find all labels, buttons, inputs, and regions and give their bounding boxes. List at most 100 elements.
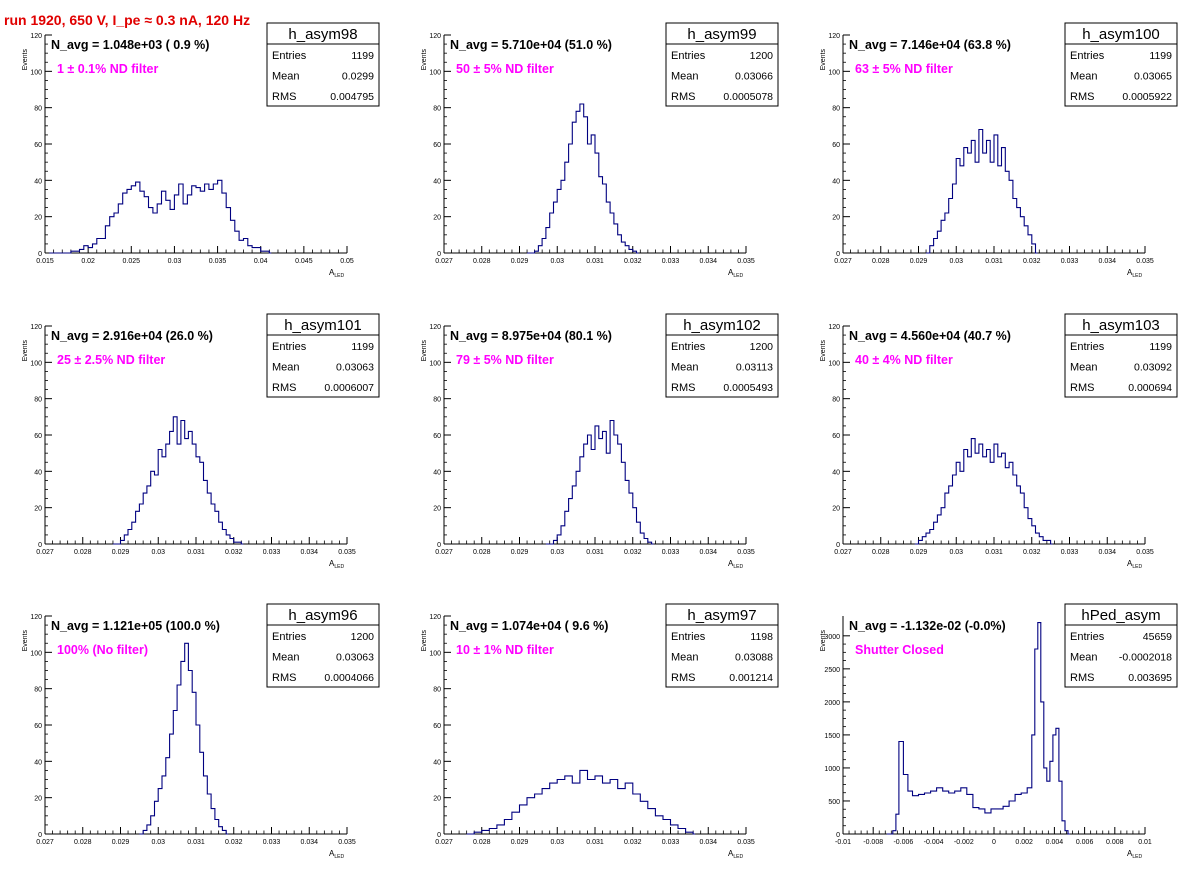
x-tick-label: 0.031 [187,839,205,846]
x-tick-label: 0.033 [662,839,680,846]
y-tick-label: 20 [433,215,441,222]
x-tick-label: 0.029 [112,549,130,556]
histogram-series-line [49,179,272,254]
y-tick-label: 40 [433,759,441,766]
y-axis-label: Events [421,340,428,362]
y-tick-label: 120 [828,33,840,40]
stats-entries-value: 1199 [1149,50,1172,62]
histogram-series-line [112,416,244,545]
x-tick-label: -0.01 [835,839,851,846]
y-tick-label: 100 [828,69,840,76]
filter-label: 100% (No filter) [57,643,148,657]
y-tick-label: 120 [828,324,840,331]
x-tick-label: 0.033 [263,549,281,556]
y-tick-label: 100 [828,360,840,367]
y-tick-label: 120 [30,33,42,40]
histogram-name: h_asym100 [1082,26,1160,43]
stats-label: Mean [272,652,300,664]
x-tick-label: 0.028 [872,258,890,265]
y-tick-label: 100 [30,650,42,657]
y-tick-label: 3000 [824,634,840,641]
stats-label: RMS [272,91,296,103]
x-tick-label: -0.004 [924,839,944,846]
stats-label: RMS [1070,672,1094,684]
stats-label: Mean [671,362,699,374]
y-tick-label: 60 [832,142,840,149]
x-tick-label: 0.031 [985,549,1003,556]
x-tick-label: 0.032 [225,549,243,556]
x-tick-label: 0.034 [699,549,717,556]
x-tick-label: 0.03 [949,549,963,556]
x-tick-label: 0.034 [699,258,717,265]
y-tick-label: 120 [30,324,42,331]
histogram-name: h_asym97 [687,607,756,624]
histogram-panel: 0 20 40 60 80 100 120 0.027 0.028 0.029 0.03 0.031 0… [421,313,779,570]
stats-entries-value: 1199 [351,50,374,62]
x-axis-label-sub: LED [733,273,743,279]
y-tick-label: 0 [437,542,441,549]
x-tick-label: 0.004 [1046,839,1064,846]
stats-mean-value: -0.0002018 [1119,652,1172,664]
y-axis-label: Events [22,49,29,71]
filter-label: Shutter Closed [855,643,944,657]
stats-mean-value: 0.03063 [336,362,374,374]
x-tick-label: 0.027 [435,549,453,556]
y-axis-label: Events [421,49,428,71]
y-axis-label: Events [820,49,827,71]
filter-label: 40 ± 4% ND filter [855,353,953,367]
histogram-series-line [886,622,1070,835]
x-tick-label: -0.006 [893,839,913,846]
x-tick-label: 0.028 [872,549,890,556]
stats-label: Entries [1070,341,1105,353]
x-tick-label: 0.032 [225,839,243,846]
x-axis-label-main: A [1127,559,1133,568]
histogram-series-line [926,128,1038,254]
x-axis-label-main: A [329,268,335,277]
y-axis-label: Events [820,340,827,362]
stats-mean-value: 0.03113 [736,362,773,374]
x-tick-label: 0.027 [834,258,852,265]
y-tick-label: 0 [38,832,42,839]
x-tick-label: 0.03 [550,549,564,556]
x-tick-label: 0.028 [473,839,491,846]
stats-label: Mean [671,71,699,83]
histogram-series-line [545,419,654,545]
y-tick-label: 60 [433,723,441,730]
x-tick-label: 0.028 [74,839,92,846]
x-tick-label: 0.033 [662,549,680,556]
y-tick-label: 60 [433,433,441,440]
x-tick-label: 0.033 [1061,258,1079,265]
x-tick-label: 0.035 [338,549,356,556]
stats-rms-value: 0.0005078 [723,91,773,103]
y-tick-label: 20 [34,215,42,222]
y-tick-label: 0 [437,832,441,839]
x-tick-label: 0.028 [74,549,92,556]
x-tick-label: 0.034 [300,839,318,846]
histogram-name: h_asym98 [288,26,357,43]
histogram-series-line [914,438,1053,545]
y-tick-label: 60 [433,142,441,149]
stats-entries-value: 45659 [1143,631,1172,643]
stats-rms-value: 0.0005493 [723,382,773,394]
x-axis-label-sub: LED [733,854,743,860]
stats-label: RMS [671,382,695,394]
y-tick-label: 40 [34,759,42,766]
x-tick-label: 0.028 [473,258,491,265]
x-tick-label: 0.035 [1136,258,1154,265]
x-axis-label-sub: LED [334,854,344,860]
x-tick-label: 0.034 [699,839,717,846]
stats-label: Mean [1070,71,1098,83]
stats-box [266,603,380,688]
x-axis-label-main: A [1127,268,1133,277]
y-tick-label: 80 [433,397,441,404]
stats-label: RMS [272,672,296,684]
histogram-name: h_asym101 [284,317,362,334]
stats-box [266,313,380,398]
y-tick-label: 20 [832,215,840,222]
stats-label: Entries [671,50,706,62]
x-tick-label: 0.045 [295,258,313,265]
x-tick-label: 0.03 [151,549,165,556]
stats-mean-value: 0.03066 [735,71,773,83]
histogram-panel: 0 20 40 60 80 100 120 0.027 0.028 0.029 0.03 0.031 0… [421,603,779,860]
x-tick-label: 0.033 [263,839,281,846]
